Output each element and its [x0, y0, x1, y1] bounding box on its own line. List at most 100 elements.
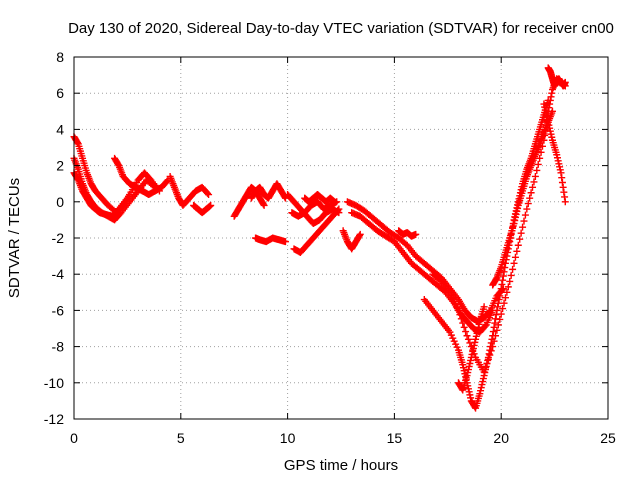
data-point — [481, 322, 489, 330]
data-point — [561, 78, 569, 86]
data-point — [207, 201, 215, 209]
data-point — [558, 178, 566, 186]
data-point — [526, 194, 534, 202]
y-tick-label: 2 — [56, 158, 64, 174]
y-tick-label: -2 — [52, 230, 65, 246]
x-tick-label: 25 — [600, 430, 616, 446]
data-point — [260, 201, 268, 209]
series-track-7 — [230, 183, 268, 220]
y-tick-label: -6 — [52, 302, 65, 318]
data-point — [504, 283, 512, 291]
x-tick-label: 5 — [177, 430, 185, 446]
data-point — [498, 280, 506, 288]
series-track-8 — [252, 234, 289, 246]
chart-title: Day 130 of 2020, Sidereal Day-to-day VTE… — [68, 20, 614, 37]
data-point — [519, 223, 527, 231]
data-point — [496, 292, 504, 300]
series-track-14 — [339, 227, 364, 253]
data-point — [281, 238, 289, 246]
y-tick-label: 4 — [56, 121, 64, 137]
x-axis-label: GPS time / hours — [284, 457, 398, 474]
data-point — [534, 160, 542, 168]
x-tick-labels: 0 5 10 15 20 25 — [70, 430, 616, 446]
y-tick-label: -8 — [52, 339, 65, 355]
data-point — [494, 321, 502, 329]
data-point — [471, 403, 479, 411]
y-tick-label: 0 — [56, 194, 64, 210]
data-point — [491, 319, 499, 327]
data-point — [516, 235, 524, 243]
data-point — [457, 315, 465, 323]
data-point — [531, 172, 539, 180]
data-point — [510, 259, 518, 267]
y-tick-labels: -12 -10 -8 -6 -4 -2 0 2 4 6 8 — [44, 49, 64, 427]
series-track-13 — [301, 191, 339, 206]
data-point — [529, 183, 537, 191]
data-point — [412, 230, 420, 238]
x-tick-label: 20 — [493, 430, 509, 446]
axis-ticks — [73, 56, 609, 420]
y-tick-label: -4 — [52, 266, 65, 282]
data-point — [501, 294, 509, 302]
y-tick-label: -12 — [44, 411, 64, 427]
data-point — [489, 343, 497, 351]
data-point — [496, 288, 504, 296]
data-point — [456, 311, 464, 319]
y-tick-label: 6 — [56, 85, 64, 101]
data-point — [495, 296, 503, 304]
data-point — [123, 194, 131, 202]
data-point — [74, 139, 82, 147]
data-point — [493, 326, 501, 334]
series-track-12 — [284, 191, 343, 228]
data-point — [494, 303, 502, 311]
data-point — [561, 198, 569, 206]
data-point — [496, 315, 504, 323]
data-point — [460, 323, 468, 331]
data-point — [558, 174, 566, 182]
data-point — [484, 355, 492, 363]
data-point — [459, 319, 467, 327]
data-point — [483, 359, 491, 367]
data-point — [493, 306, 501, 314]
series-track-9 — [247, 180, 289, 202]
data-point — [546, 96, 554, 104]
data-point — [490, 337, 498, 345]
data-point — [547, 93, 555, 101]
data-point — [464, 335, 472, 343]
data-point — [513, 247, 521, 255]
data-point — [503, 288, 511, 296]
data-point — [480, 303, 488, 311]
data-point — [356, 232, 364, 240]
data-point — [523, 205, 531, 213]
data-point — [204, 189, 211, 197]
data-point — [524, 200, 532, 208]
x-tick-label: 10 — [280, 430, 296, 446]
data-point — [463, 332, 471, 340]
series-track-3 — [70, 169, 131, 220]
data-point — [514, 241, 522, 249]
data-point — [560, 188, 568, 196]
series-track-17 — [395, 227, 420, 240]
y-axis-label: SDTVAR / TECUs — [6, 178, 23, 298]
series-track-15 — [343, 198, 507, 325]
series-track-21 — [489, 107, 556, 289]
data-point — [548, 107, 556, 115]
data-point — [480, 368, 488, 376]
y-tick-label: -10 — [44, 375, 64, 391]
data-point — [517, 229, 525, 237]
data-point — [331, 198, 339, 206]
data-point — [454, 306, 462, 314]
data-point — [458, 385, 466, 393]
data-point — [506, 277, 514, 285]
grid-lines — [74, 57, 608, 419]
data-point — [499, 305, 507, 313]
data-point — [530, 178, 538, 186]
x-tick-label: 0 — [70, 430, 78, 446]
data-point — [511, 253, 519, 261]
data-point — [499, 276, 507, 284]
data-point — [462, 328, 470, 336]
data-point — [356, 230, 364, 238]
data-point — [487, 347, 495, 355]
data-point — [561, 193, 569, 201]
